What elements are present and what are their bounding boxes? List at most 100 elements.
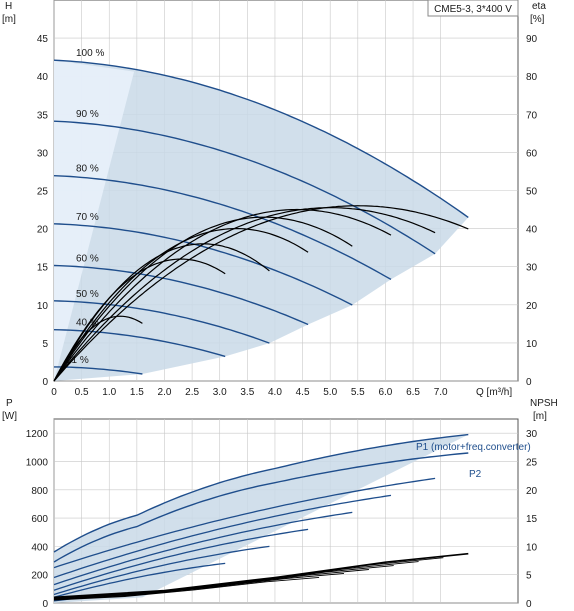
speed-curve-label: 80 % bbox=[76, 164, 99, 175]
y-right-tick-label: 30 bbox=[526, 429, 538, 440]
y-right-tick-label: 25 bbox=[526, 457, 538, 468]
y-right-tick-label: 90 bbox=[526, 34, 538, 45]
efficiency-curve bbox=[53, 243, 270, 382]
speed-curve bbox=[53, 59, 469, 218]
y-left-tick-label: 20 bbox=[37, 225, 49, 236]
efficiency-curve bbox=[53, 206, 436, 382]
y-left-tick-label: 600 bbox=[31, 514, 48, 525]
y-right-tick-label: 15 bbox=[526, 514, 538, 525]
y-right-tick-label: 20 bbox=[526, 486, 538, 497]
y-right-tick-label: 10 bbox=[526, 339, 538, 350]
power-curve bbox=[53, 477, 436, 569]
y-left-tick-label: 800 bbox=[31, 486, 48, 497]
y-right-tick-label: 60 bbox=[526, 148, 538, 159]
speed-curve-label: 50 % bbox=[76, 289, 99, 300]
right-axis-bracket-bottom: [m] bbox=[533, 411, 547, 422]
x-tick-label: 4.0 bbox=[268, 387, 282, 398]
x-tick-label: 3.5 bbox=[240, 387, 254, 398]
series-label-p2: P2 bbox=[469, 469, 482, 480]
x-tick-label: 1.0 bbox=[102, 387, 116, 398]
top-chart: 100 % 90 % 80 % 70 % 60 % 50 % 40 % 21 % 0 0.5 1.… bbox=[2, 0, 546, 398]
npsh-curve bbox=[53, 552, 469, 601]
efficiency-curve bbox=[53, 205, 469, 382]
x-tick-label: 2.0 bbox=[158, 387, 172, 398]
y-right-tick-label: 50 bbox=[526, 187, 538, 198]
y-left-tick-label: 35 bbox=[37, 110, 49, 121]
efficiency-curve bbox=[53, 258, 226, 382]
y-right-tick-label: 5 bbox=[526, 571, 532, 582]
speed-curve bbox=[53, 120, 436, 255]
speed-curve bbox=[53, 223, 353, 306]
right-axis-bracket: [%] bbox=[530, 14, 545, 25]
y-left-tick-label: 200 bbox=[31, 571, 48, 582]
speed-curve-label: 100 % bbox=[76, 48, 104, 59]
efficiency-curve bbox=[53, 216, 353, 382]
right-axis-unit-bottom: NPSH bbox=[530, 398, 558, 409]
power-curve bbox=[53, 511, 353, 586]
y-right-tick-label: 20 bbox=[526, 301, 538, 312]
speed-curve bbox=[53, 300, 270, 344]
efficiency-curve bbox=[53, 315, 143, 382]
x-tick-label: 7.0 bbox=[434, 387, 448, 398]
chart-title: CME5-3, 3*400 V bbox=[434, 4, 512, 15]
x-tick-label: 1.5 bbox=[130, 387, 144, 398]
speed-curve-label: 21 % bbox=[66, 355, 89, 366]
y-left-tick-label: 25 bbox=[37, 187, 49, 198]
efficiency-curve bbox=[53, 208, 392, 382]
y-left-tick-label: 1000 bbox=[26, 457, 49, 468]
npsh-line-reduced bbox=[53, 576, 320, 601]
x-tick-label: 0 bbox=[51, 387, 57, 398]
y-right-tick-label: 10 bbox=[526, 542, 538, 553]
y-right-tick-label: 30 bbox=[526, 263, 538, 274]
x-tick-label: 5.0 bbox=[323, 387, 337, 398]
speed-curve-label: 60 % bbox=[76, 254, 99, 265]
p1-curve bbox=[53, 433, 469, 553]
y-left-tick-label: 400 bbox=[31, 542, 48, 553]
power-curve bbox=[53, 562, 226, 598]
speed-curve bbox=[53, 175, 392, 281]
y-right-tick-label: 40 bbox=[526, 225, 538, 236]
x-tick-label: 5.5 bbox=[351, 387, 365, 398]
left-axis-bracket: [m] bbox=[2, 14, 16, 25]
left-axis-bracket-bottom: [W] bbox=[2, 411, 17, 422]
x-tick-label: 6.0 bbox=[378, 387, 392, 398]
y-left-tick-label: 15 bbox=[37, 263, 49, 274]
y-left-tick-label: 40 bbox=[37, 72, 49, 83]
speed-curve bbox=[53, 264, 309, 326]
operating-area-fill bbox=[54, 60, 469, 382]
power-curve bbox=[53, 528, 309, 591]
y-left-tick-label: 1200 bbox=[26, 429, 49, 440]
y-left-tick-label: 30 bbox=[37, 148, 49, 159]
speed-curve bbox=[53, 329, 226, 358]
y-left-tick-label: 10 bbox=[37, 301, 49, 312]
speed-curves: 100 % 90 % 80 % 70 % 60 % 50 % 40 % 21 % bbox=[53, 48, 469, 375]
npsh-line-reduced bbox=[53, 572, 345, 601]
low-flow-area-fill bbox=[54, 60, 135, 382]
x-axis-label: Q [m³/h] bbox=[476, 387, 512, 398]
speed-curve-label: 40 % bbox=[76, 318, 99, 329]
top-axes: 0 0.5 1.0 1.5 2.0 2.5 3.0 3.5 4.0 4.5 5.0 5.5 6.0 6.5… bbox=[37, 34, 538, 398]
efficiency-curve bbox=[53, 228, 309, 382]
x-tick-label: 3.0 bbox=[213, 387, 227, 398]
power-curves bbox=[53, 433, 469, 602]
y-right-tick-label: 70 bbox=[526, 110, 538, 121]
speed-curve bbox=[54, 366, 143, 375]
operating-area bbox=[54, 60, 469, 382]
speed-curve-label: 70 % bbox=[76, 212, 99, 223]
chart-title-box: CME5-3, 3*400 V bbox=[427, 0, 519, 17]
left-axis-unit-bottom: P bbox=[6, 398, 13, 409]
p2-curve bbox=[53, 452, 469, 563]
y-left-tick-label: 0 bbox=[42, 377, 48, 388]
bottom-axes: 0 200 400 600 800 1000 1200 0 5 10 15 20 25 30 bbox=[26, 429, 538, 610]
power-curve bbox=[53, 494, 392, 579]
y-left-tick-label: 0 bbox=[42, 599, 48, 610]
speed-curve-label: 90 % bbox=[76, 109, 99, 120]
x-tick-label: 0.5 bbox=[75, 387, 89, 398]
series-label-p1: P1 (motor+freq.converter) bbox=[416, 442, 531, 453]
right-axis-unit: eta bbox=[532, 1, 546, 12]
y-right-tick-label: 0 bbox=[526, 377, 532, 388]
left-axis-unit: H bbox=[5, 1, 12, 12]
y-left-tick-label: 5 bbox=[42, 339, 48, 350]
